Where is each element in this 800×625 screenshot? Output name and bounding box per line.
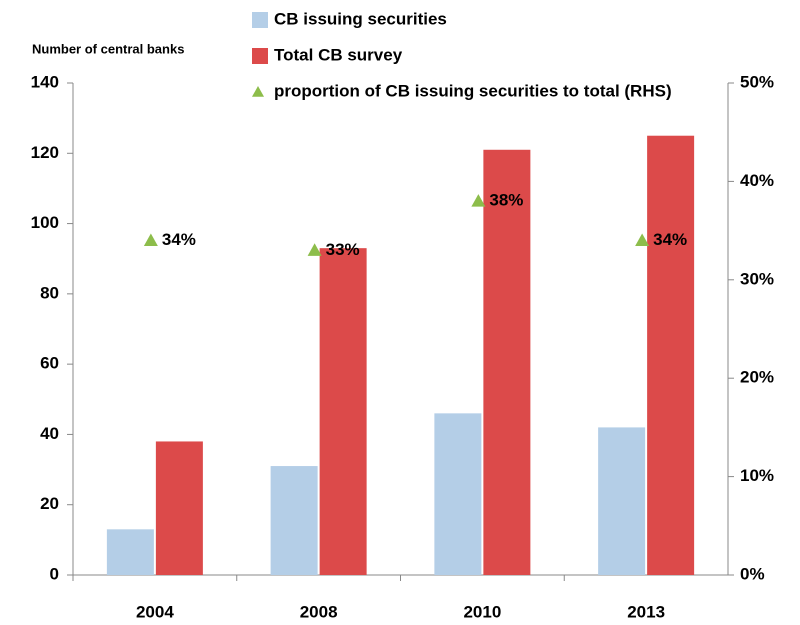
data-label: 38% (489, 191, 523, 210)
y2-tick-label: 10% (740, 466, 774, 485)
y-tick-label: 0 (50, 564, 59, 583)
marker (307, 243, 322, 256)
legend-label: proportion of CB issuing securities to t… (274, 81, 672, 100)
legend-label: Total CB survey (274, 45, 403, 64)
y-tick-label: 140 (31, 72, 59, 91)
y-tick-label: 100 (31, 213, 59, 232)
y2-tick-label: 40% (740, 171, 774, 190)
bar (319, 248, 367, 575)
y2-tick-label: 30% (740, 269, 774, 288)
data-label: 33% (326, 240, 360, 259)
y-tick-label: 40 (40, 424, 59, 443)
y-tick-label: 120 (31, 143, 59, 162)
legend-label: CB issuing securities (274, 9, 447, 28)
y2-tick-label: 20% (740, 368, 774, 387)
bar (106, 529, 154, 575)
legend-swatch (252, 48, 268, 64)
data-label: 34% (653, 230, 687, 249)
bar (598, 427, 646, 575)
y-tick-label: 60 (40, 354, 59, 373)
x-tick-label: 2008 (300, 602, 338, 621)
y-axis-label: Number of central banks (32, 41, 184, 56)
data-label: 34% (162, 230, 196, 249)
bar (434, 413, 482, 575)
y2-tick-label: 0% (740, 564, 765, 583)
marker (143, 233, 158, 247)
y-tick-label: 20 (40, 494, 59, 513)
legend-swatch (252, 12, 268, 28)
y-tick-label: 80 (40, 283, 59, 302)
x-tick-label: 2013 (627, 602, 665, 621)
x-tick-label: 2004 (136, 602, 174, 621)
y2-tick-label: 50% (740, 72, 774, 91)
marker (471, 194, 486, 207)
bar (155, 441, 203, 575)
marker (635, 233, 650, 247)
bar (270, 466, 318, 575)
bar (647, 135, 695, 575)
legend-marker (252, 86, 264, 97)
bar (483, 149, 531, 575)
x-tick-label: 2010 (463, 602, 501, 621)
